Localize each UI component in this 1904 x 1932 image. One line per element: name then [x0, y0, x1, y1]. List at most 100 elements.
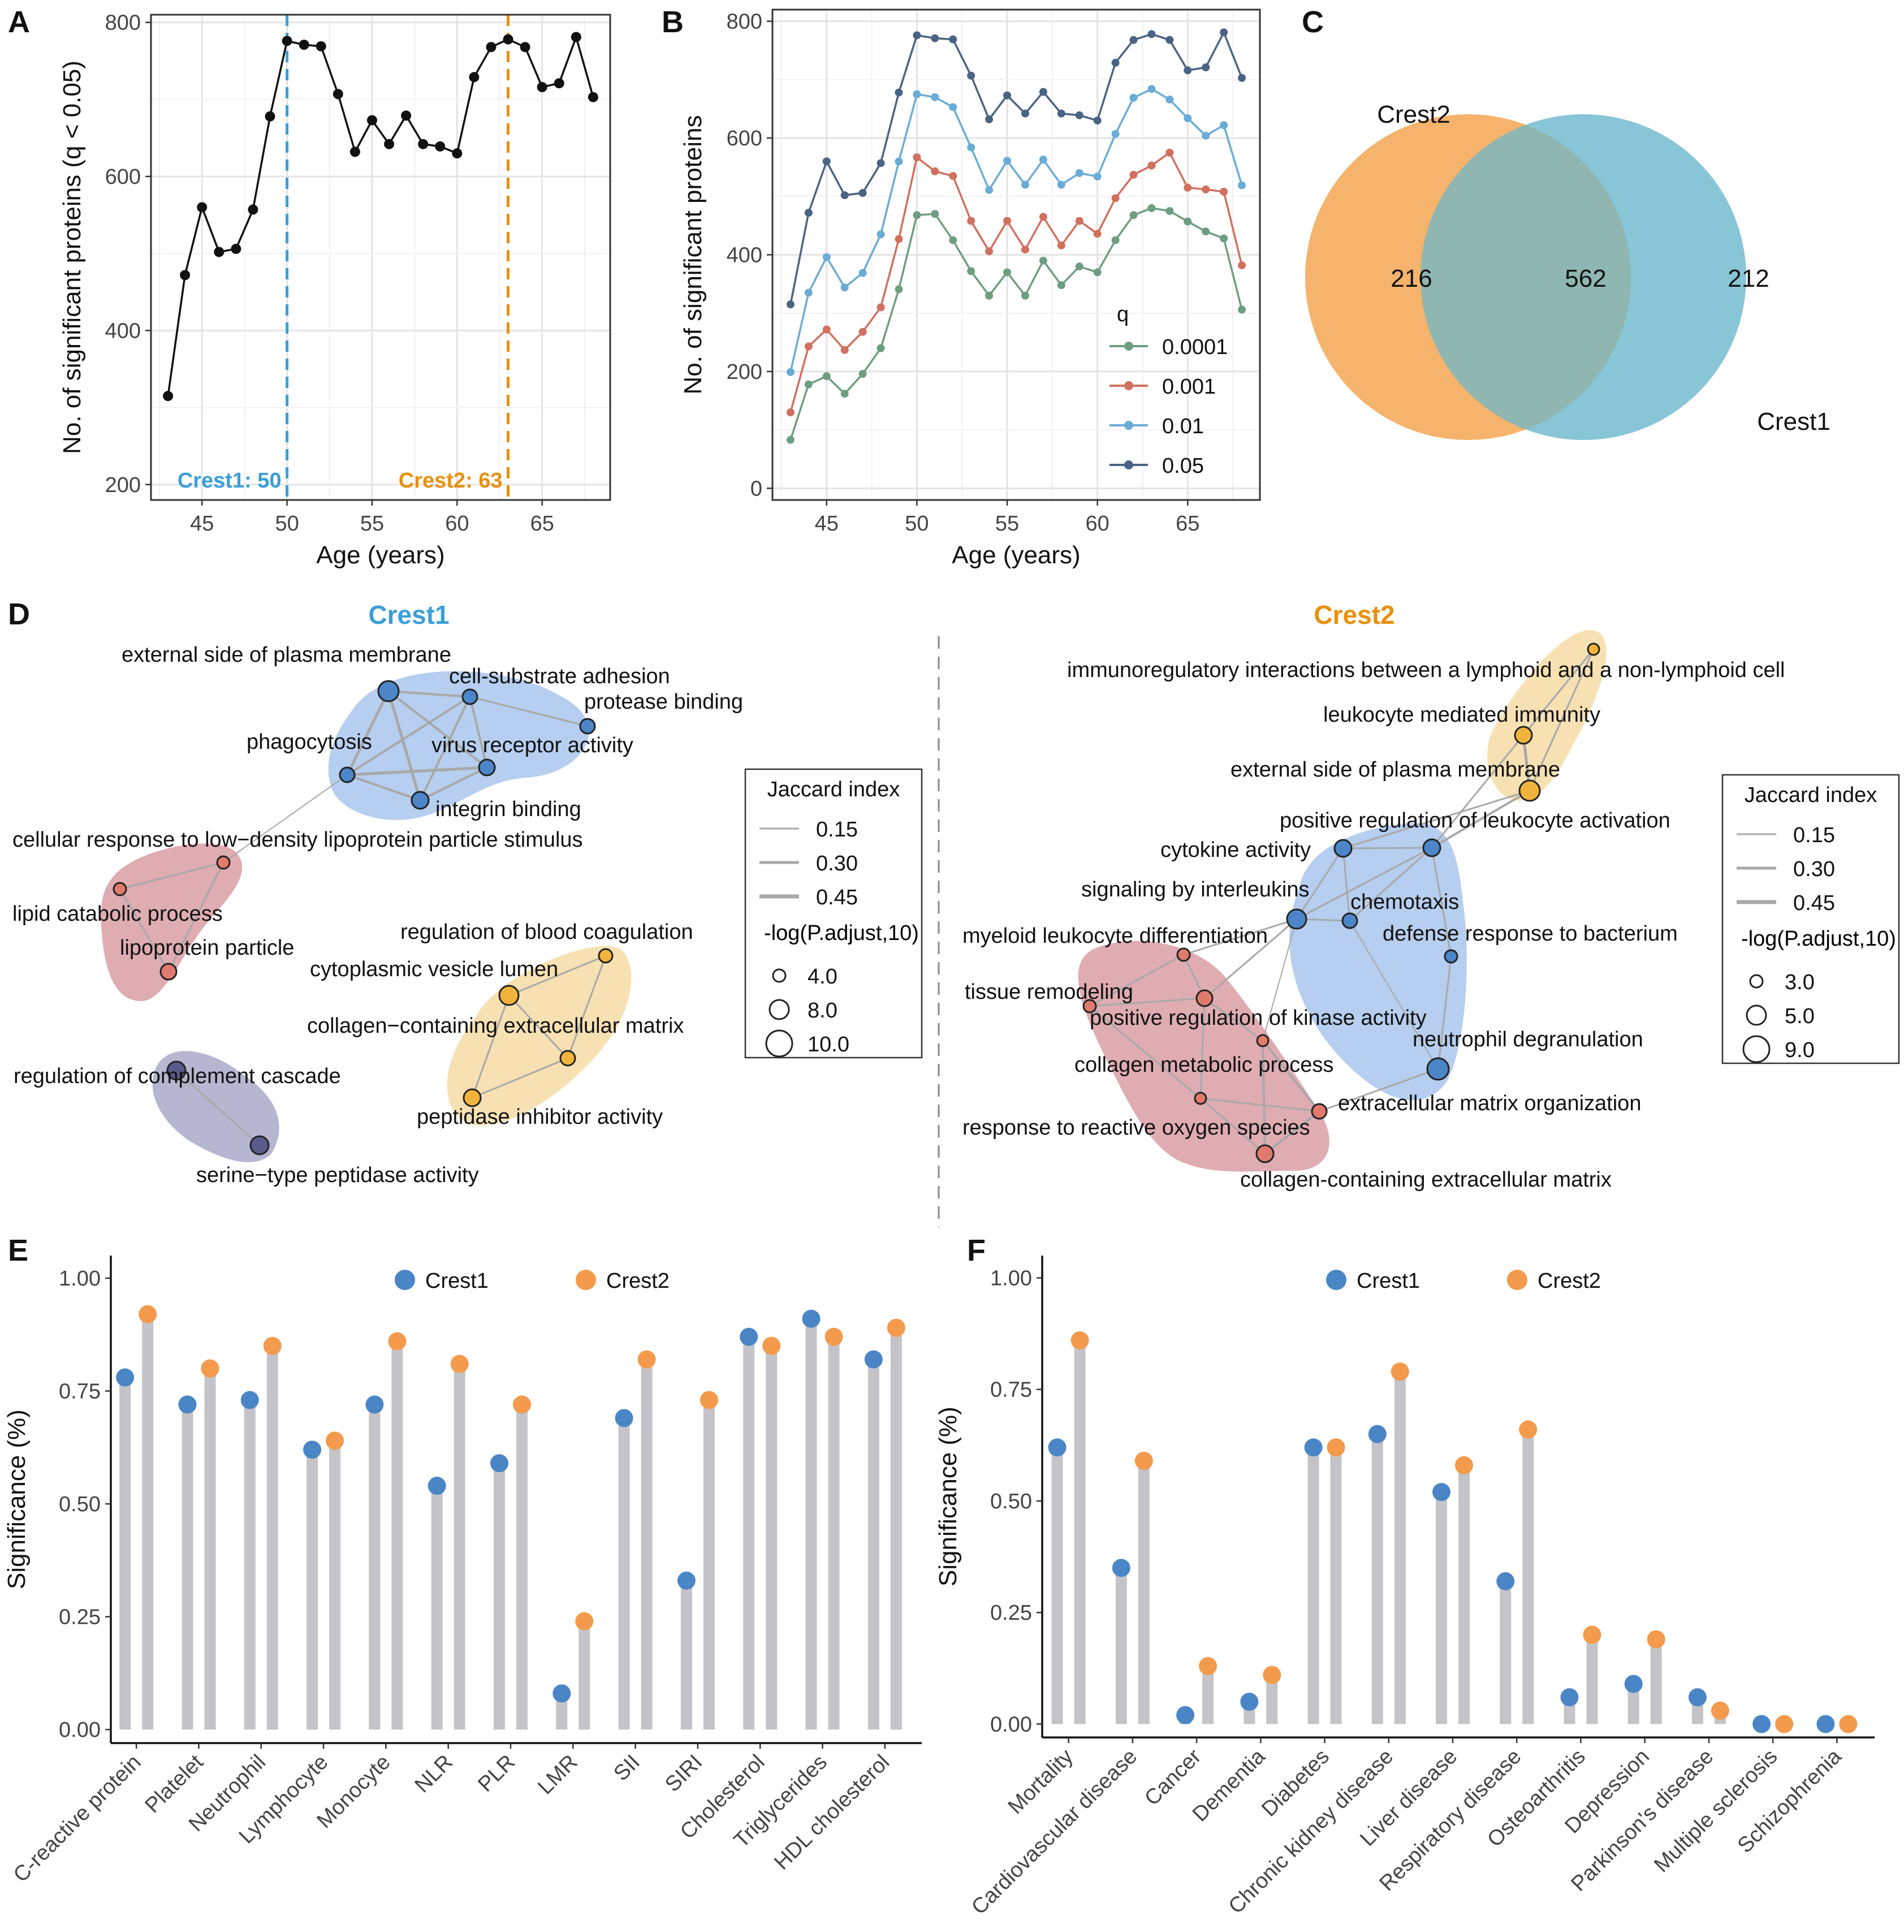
network-node-label: phagocytosis [247, 730, 372, 754]
legend-size-swatch [772, 968, 787, 983]
point-crest1 [552, 1684, 571, 1703]
legend-entry: 0.05 [1162, 454, 1204, 478]
network-edge [1183, 918, 1297, 956]
point-crest2 [1519, 1420, 1538, 1439]
legend-title: Jaccard index [767, 778, 900, 801]
data-point [1075, 169, 1083, 177]
data-point [265, 111, 275, 122]
network-title-crest2: Crest2 [1314, 600, 1394, 629]
bar-crest2 [391, 1341, 403, 1730]
point-crest2 [1455, 1456, 1473, 1474]
network-edge [347, 774, 421, 801]
data-point [877, 159, 885, 167]
data-point [840, 390, 849, 398]
bar-crest1 [618, 1418, 630, 1730]
panel-d-networks: Crest1 Crest2 external side of plasma memb… [12, 600, 1900, 1227]
bar-crest2 [1586, 1635, 1598, 1724]
y-tick-label: 1.00 [990, 1266, 1032, 1290]
data-point [231, 244, 241, 255]
network-node [598, 948, 614, 964]
network-node [559, 1050, 576, 1067]
data-point [895, 235, 903, 243]
bar-crest1 [867, 1359, 879, 1730]
bar-crest1 [369, 1404, 381, 1730]
network-edge [567, 955, 607, 1059]
plot-area [151, 15, 610, 500]
data-point [985, 247, 994, 256]
y-tick-label: 600 [105, 165, 141, 189]
x-tick-label: 60 [1086, 512, 1109, 536]
network-node-label: cellular response to low−density lipopro… [12, 828, 583, 852]
data-point [895, 88, 903, 97]
data-point [1075, 111, 1083, 119]
cluster-blob-red-c2 [1078, 941, 1329, 1172]
data-point [931, 167, 939, 175]
data-point [1220, 121, 1228, 130]
y-tick-label: 0.50 [59, 1493, 101, 1516]
bar-crest2 [454, 1364, 465, 1730]
network-node-label: lipoprotein particle [120, 936, 294, 960]
network-node-label: cytokine activity [1160, 838, 1311, 862]
bar-crest2 [1202, 1666, 1214, 1724]
legend-size-title: -log(P.adjust,10) [764, 921, 919, 945]
data-point [877, 303, 885, 312]
x-tick-label: C-reactive protein [9, 1750, 146, 1887]
y-axis-title: Significance (%) [3, 1409, 31, 1589]
network-edge [1431, 735, 1525, 848]
data-point [1039, 156, 1047, 164]
y-tick-label: 0.75 [59, 1379, 101, 1403]
point-crest1 [303, 1441, 322, 1459]
network-edge [347, 766, 487, 777]
network-node [1518, 779, 1541, 802]
y-tick-label: 800 [727, 10, 762, 34]
data-point [1057, 109, 1065, 118]
network-node-label: response to reactive oxygen species [962, 1116, 1310, 1140]
x-tick-label: Multiple sclerosis [1650, 1745, 1782, 1877]
network-edge [1262, 918, 1297, 1041]
data-point [299, 40, 309, 50]
point-crest1 [1752, 1715, 1771, 1733]
point-crest1 [178, 1395, 197, 1414]
data-point [949, 103, 957, 111]
legend-size-swatch [1749, 974, 1764, 989]
network-node [1333, 839, 1353, 858]
network-node [216, 855, 231, 870]
legend-dot-crest1 [395, 1270, 415, 1290]
bar-crest2 [204, 1368, 216, 1730]
point-crest1 [240, 1391, 259, 1409]
data-point [1021, 291, 1029, 300]
data-point [1057, 180, 1065, 189]
panel-b-chart: 45 50 55 60 65 0 200 400 600 800 Age (years) No. of… [679, 8, 1261, 569]
legend-swatch-dot [1124, 342, 1133, 351]
data-point [1220, 188, 1228, 196]
panel-c-venn: Crest2 Crest1 216 562 212 [1305, 101, 1830, 440]
point-crest2 [637, 1350, 656, 1369]
point-crest1 [428, 1477, 446, 1495]
crest-label-2: Crest2: 63 [399, 469, 503, 493]
data-point [1129, 211, 1138, 219]
y-tick-label: 0.50 [990, 1490, 1032, 1513]
point-crest1 [615, 1409, 633, 1428]
network-edge [1200, 1097, 1320, 1112]
network-edge [1431, 790, 1531, 849]
bar-crest2 [578, 1621, 590, 1730]
network-edge [1349, 920, 1439, 1070]
bar-crest1 [1627, 1684, 1639, 1724]
network-edge [387, 691, 422, 801]
x-tick-label: 45 [190, 512, 214, 536]
network-edge [387, 690, 488, 769]
bar-crest1 [1371, 1434, 1383, 1724]
data-point [503, 34, 513, 45]
data-point [248, 204, 258, 215]
network-node [1341, 912, 1358, 929]
data-point [804, 342, 813, 351]
network-node-label: chemotaxis [1350, 890, 1459, 914]
point-crest1 [1048, 1438, 1067, 1457]
legend-size-title: -log(P.adjust,10) [1741, 927, 1896, 951]
data-point [1202, 227, 1210, 236]
data-point [435, 141, 446, 152]
data-point [822, 253, 831, 261]
point-crest2 [1647, 1630, 1665, 1649]
network-edge [1296, 848, 1344, 920]
